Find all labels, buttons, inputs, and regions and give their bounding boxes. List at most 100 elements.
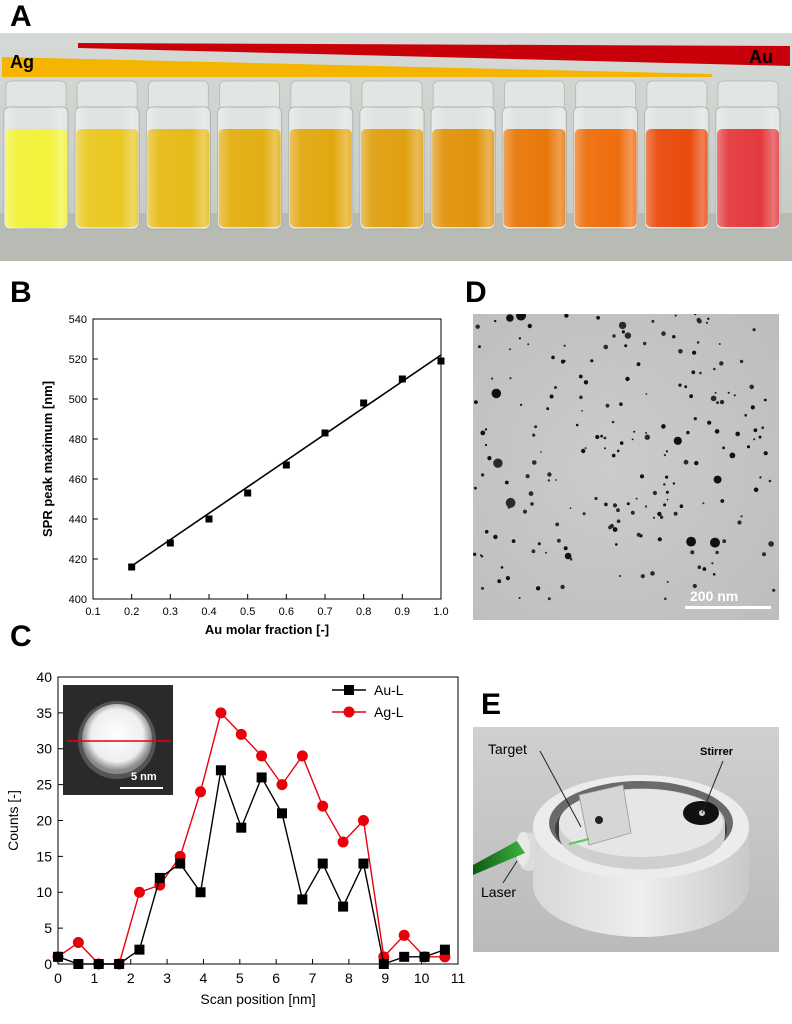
ag-label: Ag	[10, 52, 34, 72]
data-point	[276, 779, 288, 791]
nanoparticle	[652, 490, 657, 496]
nanoparticle	[626, 502, 630, 506]
nanoparticle	[714, 429, 720, 434]
nanoparticle	[674, 314, 677, 317]
nanoparticle	[511, 539, 516, 543]
plot-frame	[92, 318, 442, 600]
nanoparticle	[665, 475, 669, 479]
x-axis-label: Au molar fraction [-]	[205, 622, 329, 637]
nanoparticle	[564, 314, 569, 318]
nanoparticle	[665, 450, 668, 453]
nanoparticle	[605, 403, 610, 408]
nanoparticle	[716, 401, 719, 405]
nanoparticle	[713, 475, 722, 484]
nanoparticle	[702, 567, 707, 571]
vial-highlight	[217, 107, 282, 229]
x-tick-label: 0.5	[240, 606, 255, 618]
nanoparticle	[650, 571, 655, 576]
nanoparticle	[702, 502, 705, 505]
data-point	[297, 894, 308, 905]
nanoparticle	[530, 502, 534, 506]
nanoparticle	[692, 350, 697, 355]
nanoparticle	[686, 430, 690, 435]
x-tick-label: 0.7	[317, 606, 332, 618]
nanoparticle	[619, 575, 622, 577]
y-tick-label: 35	[36, 705, 52, 721]
x-tick-label: 11	[451, 970, 466, 986]
nanoparticle	[569, 507, 572, 509]
data-point	[72, 936, 84, 948]
nanoparticle	[480, 430, 486, 436]
data-point	[244, 489, 252, 497]
nanoparticle	[714, 391, 717, 394]
nanoparticle	[494, 319, 497, 323]
nanoparticle	[696, 341, 700, 344]
nanoparticle	[554, 386, 557, 389]
nanoparticle	[611, 453, 616, 458]
nanoparticle	[640, 574, 645, 579]
data-point	[338, 901, 349, 912]
data-point	[205, 515, 213, 523]
nanoparticle	[563, 546, 568, 551]
data-point	[256, 750, 268, 762]
nanoparticle	[712, 573, 716, 576]
x-tick-label: 1	[90, 970, 98, 986]
nanoparticle	[750, 405, 755, 410]
nanoparticle	[740, 515, 743, 518]
data-point	[53, 951, 63, 962]
nanoparticle	[659, 515, 664, 519]
x-axis-label: Scan position [nm]	[200, 991, 315, 1007]
nanoparticle	[707, 317, 710, 320]
panel-d-letter: D	[465, 276, 487, 309]
nanoparticle	[612, 334, 616, 338]
x-tick-label: 0.9	[395, 606, 410, 618]
nanoparticle	[678, 349, 683, 354]
nanoparticle	[537, 542, 541, 546]
chamber-render	[473, 727, 779, 952]
nanoparticle	[763, 451, 768, 456]
nanoparticle	[644, 505, 648, 508]
nanoparticle	[603, 436, 607, 440]
nanoparticle	[484, 428, 488, 431]
nanoparticle	[604, 502, 608, 507]
y-axis-label: SPR peak maximum [nm]	[40, 381, 55, 537]
vial-photo	[0, 33, 792, 261]
nanoparticle	[509, 348, 511, 351]
vial-highlight	[288, 107, 353, 229]
nanoparticle	[484, 443, 488, 447]
x-tick-label: 6	[272, 970, 280, 986]
nanoparticle	[575, 423, 579, 427]
x-tick-label: 0.8	[356, 606, 371, 618]
scale-bar-label: 200 nm	[690, 588, 739, 604]
nanoparticle	[525, 474, 530, 479]
nanoparticle	[473, 552, 477, 556]
vial-highlight	[431, 107, 496, 229]
nanoparticle	[595, 434, 600, 440]
nanoparticle	[710, 537, 720, 548]
nanoparticle	[753, 487, 759, 493]
nanoparticle	[527, 343, 530, 346]
nanoparticle	[758, 435, 762, 439]
nanoparticle	[616, 508, 620, 513]
nanoparticle	[583, 380, 589, 385]
data-point	[236, 822, 247, 833]
nanoparticle	[711, 562, 714, 565]
data-point	[317, 800, 329, 812]
nanoparticle	[657, 511, 662, 517]
nanoparticle	[645, 393, 648, 395]
nanoparticle	[753, 428, 758, 433]
nanoparticle	[772, 588, 776, 592]
x-tick-label: 0.6	[279, 606, 294, 618]
x-tick-label: 0	[54, 970, 62, 986]
nanoparticle	[694, 314, 697, 316]
nanoparticle	[520, 403, 523, 406]
nanoparticle	[560, 584, 565, 590]
nanoparticle	[535, 586, 541, 591]
x-tick-label: 8	[345, 970, 353, 986]
nanoparticle	[481, 586, 484, 590]
y-tick-label: 440	[69, 514, 87, 526]
linescan-chart: 0 1 2 3 4 5 6 7 8 9 10 11 0 5 10 15 20 25 30 35 40 Scan posit…	[5, 669, 466, 1007]
nanoparticle	[762, 552, 766, 557]
x-tick-label: 1.0	[433, 606, 448, 618]
data-point	[166, 539, 174, 547]
